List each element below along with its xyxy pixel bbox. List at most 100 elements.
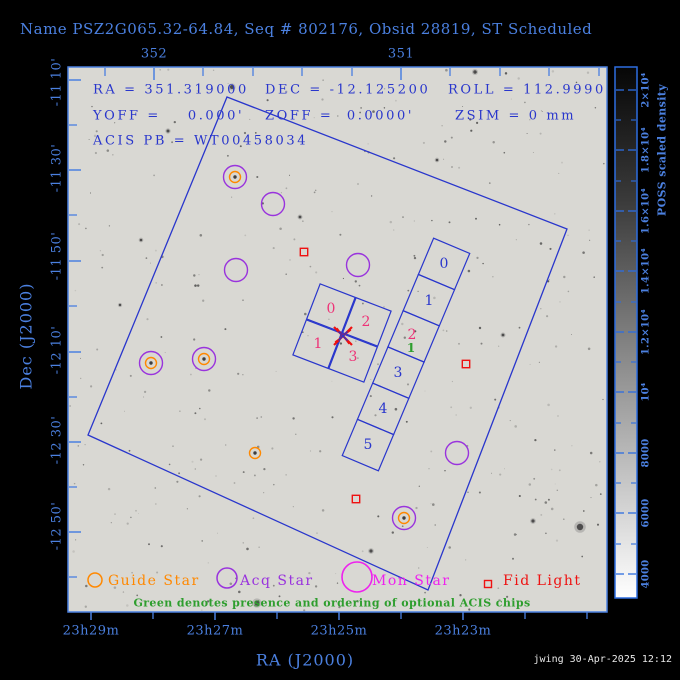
sky-speckle xyxy=(159,69,161,71)
sky-speckle xyxy=(357,183,359,185)
sky-speckle xyxy=(478,326,482,330)
acis-i-array xyxy=(292,283,392,383)
sky-speckle xyxy=(433,296,436,300)
fid-light-legend-icon xyxy=(483,579,493,589)
sky-speckle xyxy=(308,571,311,575)
sky-speckle xyxy=(550,507,554,511)
left-tick-label: -11 10' xyxy=(50,58,65,107)
sky-speckle xyxy=(198,273,200,276)
left-tick-label: -12 10' xyxy=(50,326,65,375)
sky-speckle xyxy=(498,598,501,602)
sky-speckle xyxy=(557,415,559,417)
sky-speckle xyxy=(392,229,395,231)
star-dot xyxy=(149,361,153,365)
sky-speckle xyxy=(160,336,163,338)
zoff-readout: ZOFF = 0.0000' xyxy=(265,109,414,124)
sky-speckle xyxy=(161,284,163,286)
colorbar-gradient xyxy=(615,67,637,598)
sky-speckle xyxy=(430,503,432,505)
sky-speckle xyxy=(369,395,372,398)
galaxy-smudge-core xyxy=(298,215,302,219)
sky-speckle xyxy=(498,223,501,226)
axis-ticks xyxy=(69,68,600,620)
sky-speckle xyxy=(91,105,93,108)
sky-speckle xyxy=(430,450,433,453)
sky-speckle xyxy=(199,458,203,461)
sky-speckle xyxy=(272,584,275,587)
colorbar-tick-label: 1.4×10⁴ xyxy=(641,248,652,294)
dec-axis-title: Dec (J2000) xyxy=(17,283,36,390)
ra-readout: RA = 351.319000 xyxy=(93,83,249,98)
sky-speckle xyxy=(360,107,362,109)
optional-chips-note: Green denotes presence and ordering of o… xyxy=(133,597,530,610)
sky-speckle xyxy=(587,347,591,351)
acis-s-chip-number: 0 xyxy=(440,256,449,272)
sky-speckle xyxy=(467,491,469,493)
sky-speckle xyxy=(529,363,531,365)
acis-i-chip-number: 3 xyxy=(349,349,358,365)
sky-noise xyxy=(69,68,605,612)
sky-speckle xyxy=(178,472,181,475)
sky-speckle xyxy=(407,289,410,292)
acq-star-marker xyxy=(222,164,248,190)
acq-star-marker xyxy=(444,440,470,466)
sky-speckle xyxy=(160,545,163,548)
sky-speckle xyxy=(266,99,269,102)
star-dot xyxy=(233,175,237,179)
sky-speckle xyxy=(319,450,322,453)
sky-speckle xyxy=(547,403,550,407)
sky-speckle xyxy=(171,141,174,144)
sky-speckle xyxy=(441,125,443,127)
sky-speckle xyxy=(202,299,205,302)
sky-speckle xyxy=(506,595,509,598)
sky-speckle xyxy=(237,372,240,375)
sky-speckle xyxy=(558,469,561,472)
acq-star-marker xyxy=(191,346,217,372)
star-markers xyxy=(138,164,471,531)
legend: Guide Star Acq Star Mon Star Fid Light G… xyxy=(87,561,580,610)
sky-speckle xyxy=(256,417,258,419)
sky-speckle xyxy=(476,256,479,260)
sky-speckle xyxy=(448,221,451,224)
sky-speckle xyxy=(295,433,297,435)
sky-speckle xyxy=(554,483,556,485)
sky-speckle xyxy=(84,605,87,608)
sky-speckle xyxy=(252,517,255,520)
sky-speckle xyxy=(546,315,549,318)
sky-speckle xyxy=(443,158,445,160)
sky-speckle xyxy=(231,196,233,198)
sky-speckle xyxy=(540,513,543,516)
sky-speckle xyxy=(246,547,249,551)
sky-speckle xyxy=(244,234,247,237)
fid-light-marker xyxy=(461,359,471,369)
sky-speckle xyxy=(321,509,325,512)
sky-speckle xyxy=(575,81,578,84)
colorbar-tick-label: 1.8×10⁴ xyxy=(641,127,652,173)
sky-speckle xyxy=(356,600,359,603)
acq-star-marker xyxy=(345,252,371,278)
sky-speckle xyxy=(158,135,161,137)
sky-speckle xyxy=(458,166,461,169)
acis-s-chip-number: 5 xyxy=(364,437,373,453)
sky-speckle xyxy=(593,276,595,278)
sky-speckle xyxy=(90,385,93,388)
sky-speckle xyxy=(280,192,282,194)
sky-speckle xyxy=(249,118,251,120)
sky-speckle xyxy=(581,555,584,558)
observation-title: Name PSZ2G065.32-64.84, Seq # 802176, Ob… xyxy=(20,20,592,38)
sky-speckle xyxy=(526,132,528,135)
guide-star-legend-label: Guide Star xyxy=(108,573,200,589)
sky-speckle xyxy=(358,284,361,287)
sky-speckle xyxy=(462,106,464,108)
yoff-readout: YOFF = 0.000' xyxy=(92,109,244,124)
sky-speckle xyxy=(482,262,484,265)
galaxy-smudge-core xyxy=(435,158,439,162)
sky-speckle xyxy=(571,334,572,336)
sky-speckle xyxy=(129,374,132,377)
sky-speckle xyxy=(534,498,537,501)
sky-speckle xyxy=(465,559,467,561)
sky-speckle xyxy=(273,483,275,486)
sky-speckle xyxy=(107,487,111,491)
sky-speckle xyxy=(155,282,157,284)
